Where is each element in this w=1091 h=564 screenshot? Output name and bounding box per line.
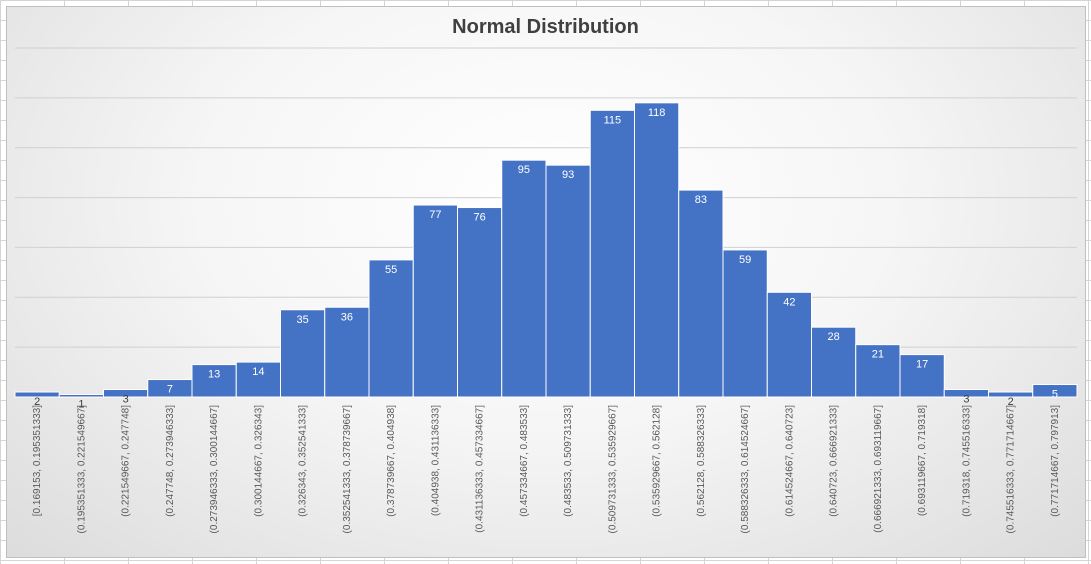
data-label: 118 bbox=[648, 107, 666, 119]
data-label: 13 bbox=[208, 369, 220, 381]
x-tick-label: (0.509731333, 0.535929667] bbox=[607, 405, 618, 534]
x-tick-label: (0.326343, 0.352541333] bbox=[298, 405, 309, 517]
histogram-bar[interactable] bbox=[368, 259, 414, 398]
data-label: 55 bbox=[385, 264, 397, 276]
x-tick-label: (0.666921333, 0.693119667] bbox=[873, 405, 884, 533]
x-tick-label: (0.273946333, 0.300144667] bbox=[209, 405, 220, 534]
data-label: 42 bbox=[783, 296, 795, 308]
histogram-bar[interactable] bbox=[235, 361, 281, 398]
x-tick-label: (0.221549667, 0.247748] bbox=[121, 405, 132, 517]
data-label: 2 bbox=[34, 396, 40, 408]
x-tick-label: [0.169153, 0.195351333] bbox=[32, 405, 43, 516]
data-label: 14 bbox=[252, 366, 264, 378]
data-label: 95 bbox=[518, 164, 530, 176]
x-axis-tick-labels: [0.169153, 0.195351333] (0.195351333, 0.2… bbox=[32, 405, 1061, 534]
histogram-bar[interactable] bbox=[457, 207, 503, 398]
data-label: 76 bbox=[474, 212, 486, 224]
histogram-bar[interactable] bbox=[58, 394, 104, 398]
data-label: 36 bbox=[341, 311, 353, 323]
data-label: 17 bbox=[916, 359, 928, 371]
data-label: 83 bbox=[695, 194, 707, 206]
x-tick-label: (0.640723, 0.666921333] bbox=[829, 405, 840, 517]
x-tick-label: (0.562128, 0.588326333] bbox=[696, 405, 707, 517]
x-tick-label: (0.535929667, 0.562128] bbox=[652, 405, 663, 517]
x-tick-label: (0.483533, 0.509731333] bbox=[563, 405, 574, 517]
histogram-bar[interactable] bbox=[634, 102, 680, 398]
x-tick-label: (0.431136333, 0.457334667] bbox=[475, 405, 486, 533]
data-label: 35 bbox=[297, 314, 309, 326]
data-label: 7 bbox=[167, 384, 173, 396]
data-label: 1 bbox=[78, 399, 84, 411]
histogram-bar[interactable] bbox=[280, 309, 326, 398]
x-tick-label: (0.719318, 0.745516333] bbox=[961, 405, 972, 517]
histogram-bar[interactable] bbox=[766, 291, 812, 398]
data-label: 115 bbox=[604, 114, 622, 126]
data-label: 59 bbox=[739, 254, 751, 266]
histogram-bar[interactable] bbox=[191, 364, 237, 398]
x-tick-label: (0.588326333, 0.614524667] bbox=[740, 405, 751, 534]
x-tick-label: (0.300144667, 0.326343] bbox=[253, 405, 264, 517]
x-tick-label: (0.195351333, 0.221549667] bbox=[76, 405, 87, 534]
histogram-bar[interactable] bbox=[678, 189, 724, 398]
data-label: 5 bbox=[1052, 389, 1058, 401]
data-label: 2 bbox=[1008, 396, 1014, 408]
histogram-bar[interactable] bbox=[501, 159, 547, 398]
histogram-bar[interactable] bbox=[412, 204, 458, 398]
x-tick-label: (0.745516333, 0.771714667] bbox=[1006, 405, 1017, 534]
data-label: 28 bbox=[828, 331, 840, 343]
x-tick-label: (0.247748, 0.273946333] bbox=[165, 405, 176, 517]
data-label: 3 bbox=[963, 394, 969, 406]
x-tick-label: (0.771714667, 0.797913] bbox=[1050, 405, 1061, 517]
bars bbox=[14, 102, 1078, 398]
data-label: 77 bbox=[429, 209, 441, 221]
x-tick-label: (0.352541333, 0.378739667] bbox=[342, 405, 353, 534]
x-tick-label: (0.614524667, 0.640723] bbox=[784, 405, 795, 517]
data-label: 93 bbox=[562, 169, 574, 181]
histogram-bar[interactable] bbox=[811, 326, 857, 398]
x-tick-label: (0.693119667, 0.719318] bbox=[917, 405, 928, 516]
histogram-bar[interactable] bbox=[855, 344, 901, 398]
histogram-bar[interactable] bbox=[545, 164, 591, 398]
x-tick-label: (0.378739667, 0.404938] bbox=[386, 405, 397, 517]
data-label: 21 bbox=[872, 349, 884, 361]
histogram-bar[interactable] bbox=[899, 354, 945, 398]
histogram-bar[interactable] bbox=[589, 109, 635, 398]
data-label: 3 bbox=[123, 394, 129, 406]
x-tick-label: (0.457334667, 0.483533] bbox=[519, 405, 530, 517]
chart-title: Normal Distribution bbox=[452, 16, 639, 38]
histogram-bar[interactable] bbox=[1032, 384, 1078, 398]
histogram-bar[interactable] bbox=[722, 249, 768, 398]
histogram-bar[interactable] bbox=[324, 306, 370, 398]
x-tick-label: (0.404938, 0.431136333] bbox=[430, 405, 441, 516]
